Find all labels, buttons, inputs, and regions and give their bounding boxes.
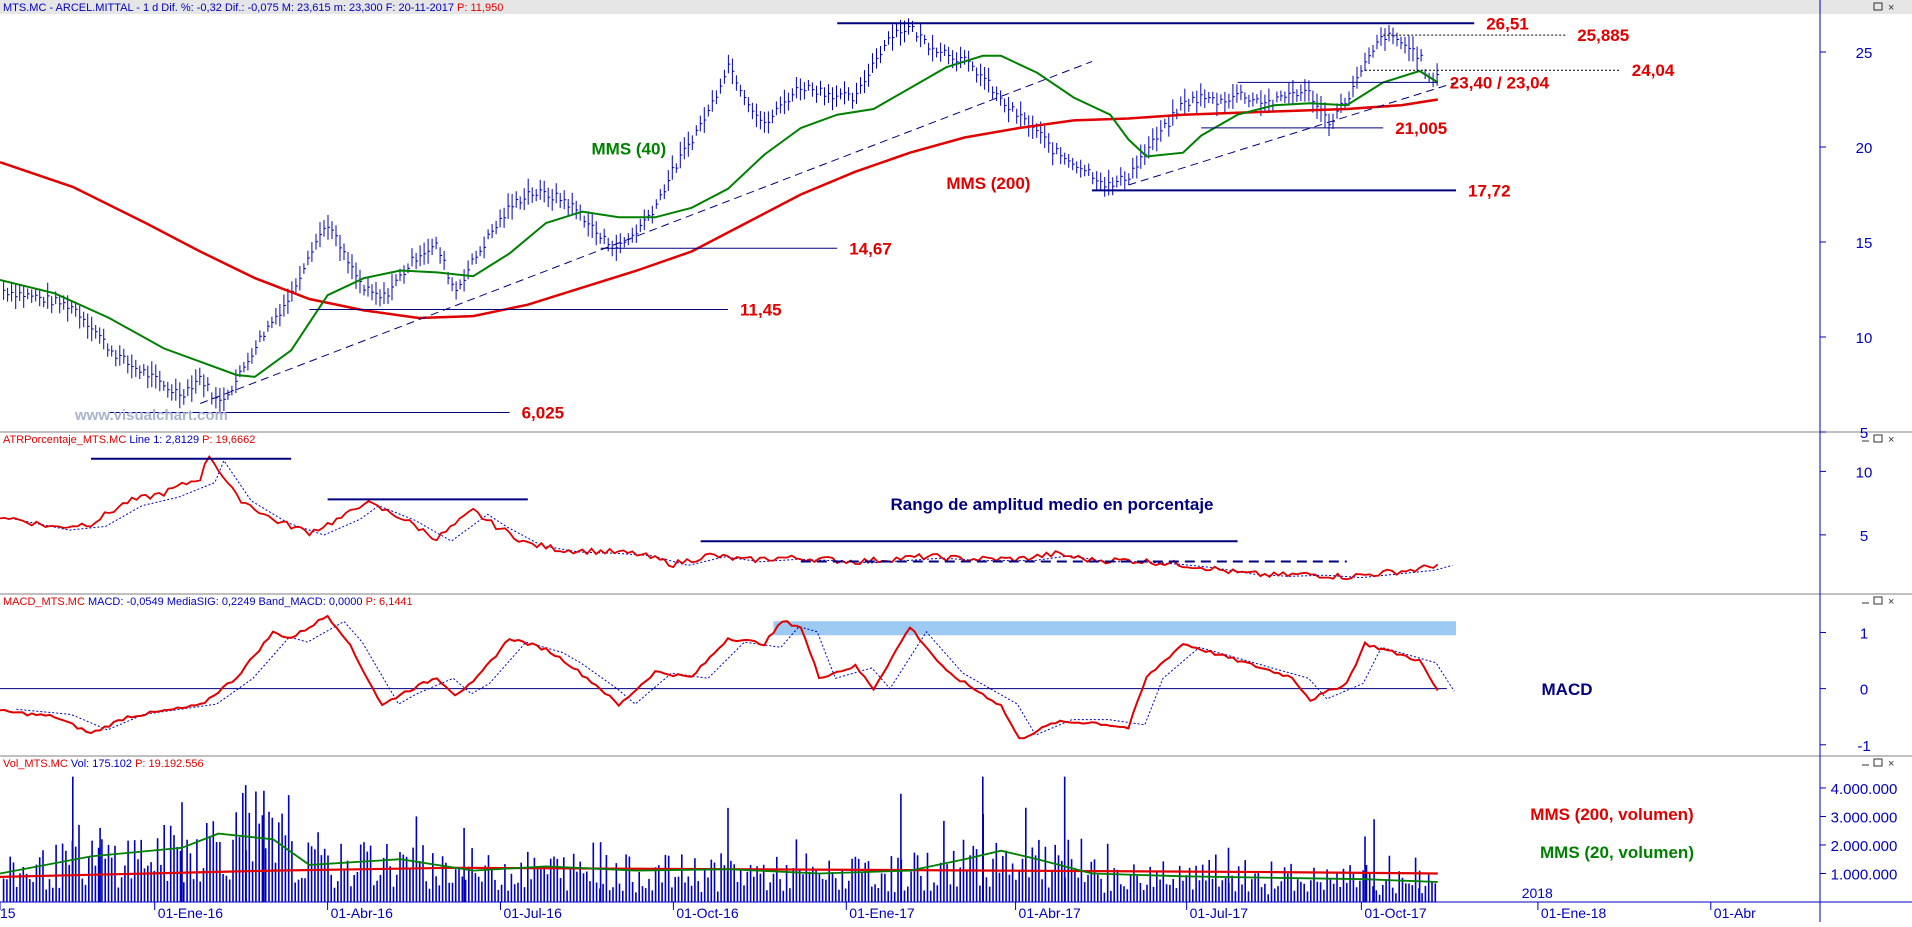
vol-mms20-label: MMS (20, volumen) <box>1540 843 1694 862</box>
volume-bars <box>2 776 1437 902</box>
level-label: 24,04 <box>1632 61 1675 80</box>
vol-ytick-label: 4.000.000 <box>1831 781 1898 798</box>
price-header-item: MTS.MC - ARCEL.MITTAL - 1 d <box>3 2 158 14</box>
macd-line <box>0 614 1439 740</box>
price-header-bar <box>0 0 1912 14</box>
price-bars <box>3 18 1440 413</box>
level-label: 6,025 <box>522 404 565 423</box>
vol-ytick-label: 2.000.000 <box>1831 838 1898 855</box>
atr-signal-line <box>14 459 1453 579</box>
level-label: 21,005 <box>1395 119 1447 138</box>
x-tick-label: 01-Jul-16 <box>504 905 563 921</box>
macd-title: MACD <box>1542 680 1593 699</box>
panel-restore-icon <box>1873 434 1883 443</box>
price-header: MTS.MC - ARCEL.MITTAL - 1 d Dif. %: -0,3… <box>3 2 503 14</box>
price-ytick-label: 25 <box>1856 45 1873 62</box>
level-label: 26,51 <box>1486 14 1529 33</box>
vol-mms20-line <box>0 832 1438 883</box>
macd-header-item: P: 6,1441 <box>363 596 413 608</box>
volume-panel: MMS (200, volumen) MMS (20, volumen) 1.000… <box>0 776 1898 902</box>
vol-header-item: P: 19.192.556 <box>132 758 204 770</box>
x-axis: 15 01-Ene-16 01-Abr-16 01-Jul-16 01-Oct-16 01… <box>0 885 1756 921</box>
vol-header-item: Vol: 175.102 <box>68 758 132 770</box>
atr-header-item: P: 19,6662 <box>199 434 255 446</box>
vol-header-item: Vol_MTS.MC <box>3 758 68 770</box>
atr-header-item: ATRPorcentaje_MTS.MC <box>3 434 126 446</box>
vol-ytick-label: 1.000.000 <box>1831 866 1898 883</box>
macd-header-item: MACD_MTS.MC <box>3 596 85 608</box>
panel-restore-icon <box>1873 758 1883 767</box>
macd-header-item: Band_MACD: 0,0000 <box>256 596 363 608</box>
level-label: 14,67 <box>849 239 892 258</box>
mms40-line <box>0 54 1439 378</box>
vol-ytick-label: 3.000.000 <box>1831 809 1898 826</box>
panel-close-icon: × <box>1888 758 1894 770</box>
macd-header: MACD_MTS.MC MACD: -0,0549 MediaSIG: 0,22… <box>3 596 413 608</box>
vol-header: Vol_MTS.MC Vol: 175.102 P: 19.192.556 <box>3 758 204 770</box>
macd-band <box>773 621 1456 636</box>
x-tick-label: 15 <box>0 905 16 921</box>
trendline <box>200 61 1093 404</box>
macd-ytick-label: 0 <box>1860 682 1868 699</box>
atr-line <box>0 454 1439 581</box>
price-ytick-label: 10 <box>1856 330 1873 347</box>
mms200-line <box>0 98 1438 320</box>
price-header-item: F: 20-11-2017 <box>383 2 454 14</box>
x-tick-label: 01-Abr-17 <box>1019 905 1081 921</box>
price-ytick-label: 15 <box>1856 235 1873 252</box>
price-ytick-label: 20 <box>1856 140 1873 157</box>
series-annotation: MMS (40) <box>592 140 667 159</box>
price-header-item: m: 23,300 <box>331 2 383 14</box>
atr-title: Rango de amplitud medio en porcentaje <box>890 495 1213 514</box>
panel-close-icon: × <box>1888 434 1894 446</box>
panel-close-icon: × <box>1888 596 1894 608</box>
macd-ytick-label: 1 <box>1860 625 1868 642</box>
watermark: www.visualchart.com <box>74 407 228 424</box>
atr-ytick-label: 5 <box>1860 528 1868 545</box>
atr-header: ATRPorcentaje_MTS.MC Line 1: 2,8129 P: 1… <box>3 434 255 446</box>
x-tick-label: 01-Abr-16 <box>331 905 393 921</box>
x-tick-label: 01-Ene-17 <box>849 905 915 921</box>
panel-close-icon: × <box>1888 2 1894 14</box>
x-tick-label: 01-Jul-17 <box>1190 905 1249 921</box>
x-tick-label: 01-Ene-16 <box>158 905 224 921</box>
level-label: 23,40 / 23,04 <box>1450 73 1550 92</box>
x-year-label: 2018 <box>1522 885 1553 901</box>
x-tick-label: 01-Abr <box>1714 905 1756 921</box>
x-tick-label: 01-Ene-18 <box>1541 905 1607 921</box>
level-label: 17,72 <box>1468 181 1511 200</box>
level-label: 25,885 <box>1577 26 1629 45</box>
x-tick-label: 01-Oct-17 <box>1364 905 1426 921</box>
price-header-item: Dif. %: -0,32 <box>158 2 222 14</box>
panel-restore-icon <box>1873 596 1883 605</box>
price-ytick-label: 5 <box>1860 425 1868 442</box>
series-annotation: MMS (200) <box>946 174 1030 193</box>
panel-restore-icon <box>1873 2 1883 11</box>
macd-signal-line <box>16 620 1455 736</box>
macd-header-item: MACD: -0,0549 <box>85 596 164 608</box>
x-tick-label: 01-Oct-16 <box>676 905 738 921</box>
level-label: 11,45 <box>740 300 782 319</box>
macd-panel: MACD -1 0 1 <box>0 614 1871 755</box>
trendline <box>1128 81 1457 186</box>
vol-mms200-label: MMS (200, volumen) <box>1530 805 1693 824</box>
atr-ytick-label: 10 <box>1856 464 1873 481</box>
price-header-item: Dif.: -0,075 <box>222 2 279 14</box>
macd-ytick-label: -1 <box>1857 738 1870 755</box>
atr-header-item: Line 1: 2,8129 <box>126 434 199 446</box>
macd-header-item: MediaSIG: 0,2249 <box>164 596 256 608</box>
atr-panel: Rango de amplitud medio en porcentaje 5 10 <box>0 454 1873 581</box>
price-header-item: M: 23,615 <box>279 2 331 14</box>
price-header-item: P: 11,950 <box>454 2 503 14</box>
panel-headers: MTS.MC - ARCEL.MITTAL - 1 d Dif. %: -0,3… <box>3 2 503 770</box>
